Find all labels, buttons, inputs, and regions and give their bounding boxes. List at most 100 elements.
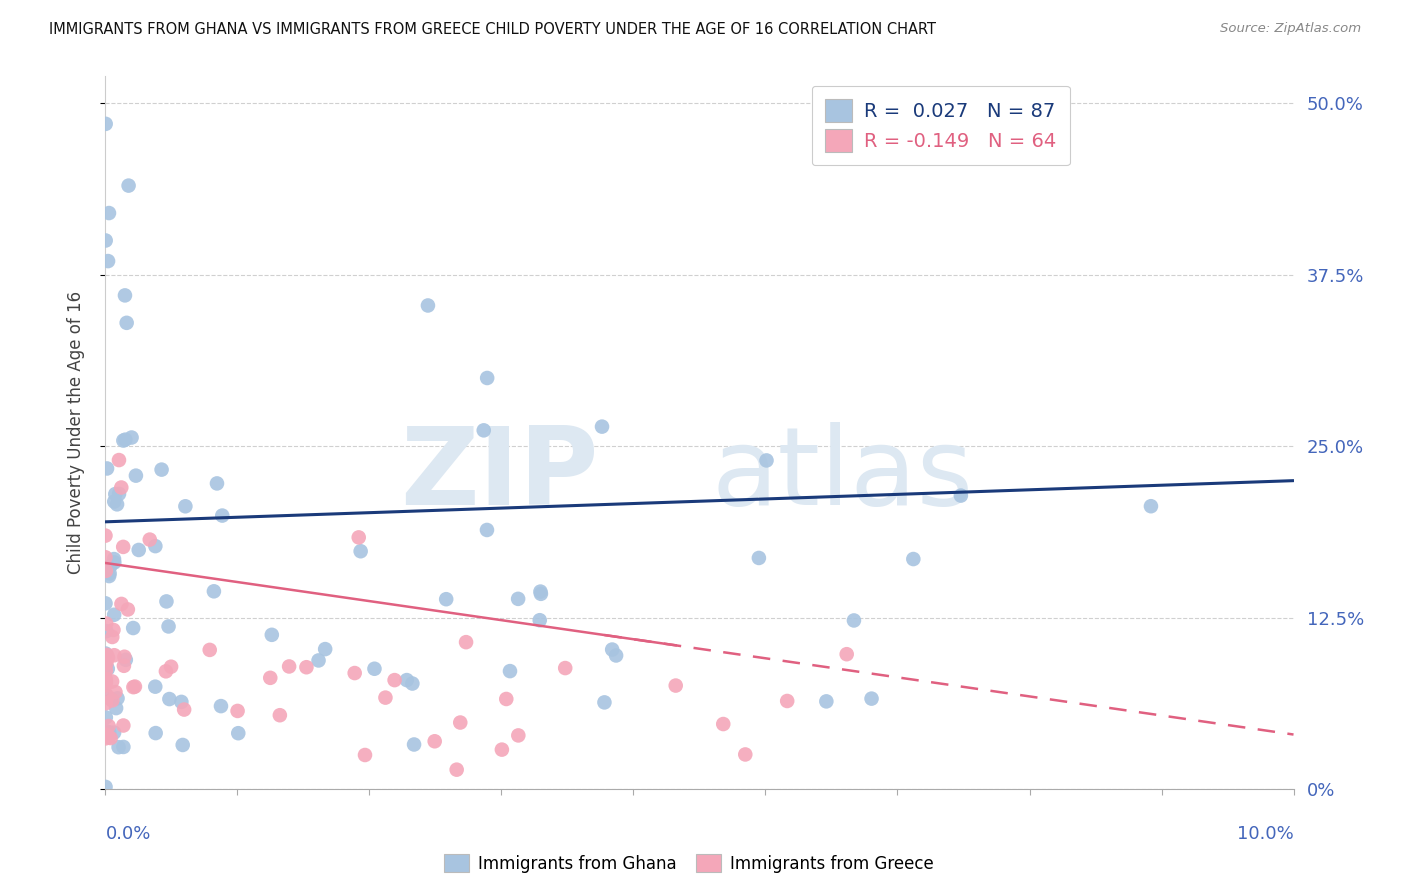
Point (94, 562, 117, 576)
Point (449, 715, 471, 730)
Point (209, 699, 232, 714)
Point (157, 692, 180, 706)
Point (115, 316, 138, 330)
Point (508, 728, 530, 742)
Point (122, 621, 145, 635)
Point (117, 602, 139, 616)
Point (97, 719, 120, 733)
Point (374, 690, 396, 705)
Point (112, 649, 135, 664)
Point (98, 566, 121, 581)
Point (748, 551, 770, 566)
Point (472, 423, 495, 437)
Point (475, 523, 498, 537)
Legend: R =  0.027   N = 87, R = -0.149   N = 64: R = 0.027 N = 87, R = -0.149 N = 64 (811, 86, 1070, 165)
Point (125, 468, 148, 483)
Point (363, 662, 385, 676)
Point (308, 653, 330, 667)
Point (554, 661, 576, 675)
Point (401, 676, 423, 690)
Point (173, 702, 195, 716)
Point (107, 740, 129, 755)
Point (94, 117, 117, 131)
Point (94, 528, 117, 542)
Point (114, 433, 136, 447)
Point (112, 434, 135, 448)
Point (495, 692, 517, 706)
Point (97, 254, 120, 268)
Point (226, 726, 249, 740)
Point (949, 489, 972, 503)
Point (97, 730, 120, 744)
Point (104, 685, 127, 699)
Point (172, 738, 194, 752)
Point (202, 584, 225, 599)
Point (94, 780, 117, 794)
Point (734, 747, 756, 762)
Point (103, 556, 125, 570)
Point (96, 648, 118, 662)
Point (529, 584, 551, 599)
Point (416, 298, 439, 312)
Point (842, 614, 865, 628)
Point (112, 739, 135, 754)
Point (354, 747, 377, 762)
Point (755, 453, 778, 467)
Point (101, 630, 124, 644)
Point (343, 666, 366, 681)
Point (1140, 500, 1163, 514)
Point (384, 673, 406, 687)
Point (103, 648, 125, 663)
Text: ZIP: ZIP (399, 423, 599, 528)
Text: 10.0%: 10.0% (1237, 825, 1294, 843)
Point (269, 708, 291, 723)
Point (94, 653, 117, 667)
Point (96, 657, 118, 671)
Point (110, 597, 132, 611)
Legend: Immigrants from Ghana, Immigrants from Greece: Immigrants from Ghana, Immigrants from G… (437, 847, 941, 880)
Point (98, 725, 121, 739)
Point (395, 673, 418, 687)
Point (170, 695, 193, 709)
Point (128, 543, 150, 558)
Point (112, 658, 135, 673)
Point (454, 635, 477, 649)
Point (508, 591, 530, 606)
Point (815, 694, 838, 708)
Point (94, 234, 117, 248)
Point (98, 206, 121, 220)
Y-axis label: Child Poverty Under the Age of 16: Child Poverty Under the Age of 16 (66, 291, 84, 574)
Point (110, 481, 132, 495)
Point (600, 642, 623, 657)
Point (103, 725, 125, 739)
Point (94, 664, 117, 678)
Point (94, 659, 117, 673)
Point (499, 664, 522, 678)
Text: atlas: atlas (711, 423, 973, 528)
Point (96, 461, 118, 475)
Point (226, 704, 249, 718)
Point (94, 696, 117, 710)
Point (776, 694, 799, 708)
Point (94, 678, 117, 692)
Point (114, 288, 136, 302)
Point (122, 680, 145, 694)
Point (475, 371, 498, 385)
Point (145, 726, 167, 740)
Point (105, 497, 128, 511)
Point (155, 665, 177, 679)
Point (114, 653, 136, 667)
Point (94, 596, 117, 610)
Point (94, 564, 117, 578)
Point (94, 649, 117, 664)
Point (101, 693, 124, 707)
Point (105, 701, 128, 715)
Point (591, 419, 613, 434)
Point (529, 613, 551, 627)
Point (98, 569, 121, 583)
Text: Source: ZipAtlas.com: Source: ZipAtlas.com (1220, 22, 1361, 36)
Point (835, 647, 858, 661)
Point (96, 616, 118, 631)
Point (121, 430, 143, 444)
Point (903, 552, 925, 566)
